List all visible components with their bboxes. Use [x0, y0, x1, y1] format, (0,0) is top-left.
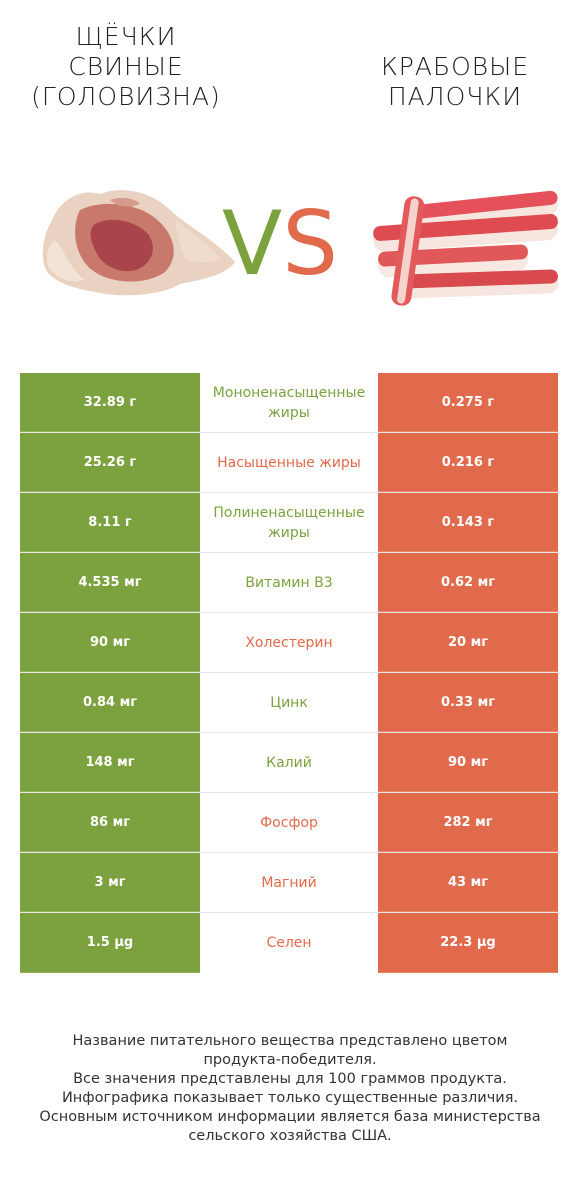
left-value: 86 мг — [20, 793, 200, 852]
nutrient-name: Насыщенные жиры — [200, 433, 378, 492]
right-value: 0.62 мг — [378, 553, 558, 612]
table-row: 86 мг Фосфор 282 мг — [20, 793, 558, 853]
nutrient-name: Витамин B3 — [200, 553, 378, 612]
nutrient-name: Фосфор — [200, 793, 378, 852]
nutrient-name: Магний — [200, 853, 378, 912]
nutrient-label: Холестерин — [245, 634, 333, 651]
nutrient-name: Селен — [200, 913, 378, 973]
left-value: 4.535 мг — [20, 553, 200, 612]
right-value: 0.143 г — [378, 493, 558, 552]
nutrient-name: Полиненасыщенные жиры — [200, 493, 378, 552]
footnote-line: Все значения представлены для 100 граммо… — [73, 1071, 507, 1087]
left-value: 0.84 мг — [20, 673, 200, 732]
crab-sticks-image — [373, 190, 559, 306]
right-value: 0.33 мг — [378, 673, 558, 732]
nutrient-label: Калий — [266, 754, 312, 771]
table-row: 0.84 мг Цинк 0.33 мг — [20, 673, 558, 733]
footnote-line: Название питательного вещества представл… — [72, 1033, 508, 1049]
nutrient-label: Полиненасыщенные жиры — [213, 504, 365, 541]
footnote: Название питательного вещества представл… — [20, 1032, 560, 1146]
table-row: 25.26 г Насыщенные жиры 0.216 г — [20, 433, 558, 493]
right-value: 43 мг — [378, 853, 558, 912]
table-row: 148 мг Калий 90 мг — [20, 733, 558, 793]
right-value: 282 мг — [378, 793, 558, 852]
vs-v: V — [222, 192, 283, 295]
footnote-line: сельского хозяйства США. — [188, 1128, 392, 1144]
nutrient-label: Витамин B3 — [245, 574, 333, 591]
right-food-title: Крабовые палочки — [380, 52, 530, 111]
nutrient-name: Цинк — [200, 673, 378, 732]
nutrient-label: Насыщенные жиры — [217, 454, 361, 471]
table-row: 8.11 г Полиненасыщенные жиры 0.143 г — [20, 493, 558, 553]
nutrient-name: Холестерин — [200, 613, 378, 672]
left-value: 25.26 г — [20, 433, 200, 492]
left-value: 1.5 µg — [20, 913, 200, 973]
vs-label: VS — [222, 196, 352, 296]
right-value: 0.216 г — [378, 433, 558, 492]
table-row: 3 мг Магний 43 мг — [20, 853, 558, 913]
vs-s: S — [282, 192, 339, 295]
table-row: 1.5 µg Селен 22.3 µg — [20, 913, 558, 973]
nutrient-label: Селен — [266, 935, 312, 951]
nutrient-label: Магний — [261, 874, 317, 891]
nutrient-label: Цинк — [270, 694, 308, 711]
nutrient-label: Фосфор — [260, 814, 318, 831]
nutrient-name: Мононенасыщенные жиры — [200, 373, 378, 432]
table-row: 4.535 мг Витамин B3 0.62 мг — [20, 553, 558, 613]
left-value: 32.89 г — [20, 373, 200, 432]
pork-cheek-image — [42, 190, 235, 296]
right-value: 0.275 г — [378, 373, 558, 432]
right-value: 20 мг — [378, 613, 558, 672]
left-value: 8.11 г — [20, 493, 200, 552]
footnote-line: Инфографика показывает только существенн… — [61, 1090, 519, 1106]
left-value: 148 мг — [20, 733, 200, 792]
left-food-title: Щёчки свиные (головизна) — [31, 22, 221, 111]
footnote-line: продукта-победителя. — [203, 1052, 377, 1068]
nutrient-name: Калий — [200, 733, 378, 792]
nutrient-table: 32.89 г Мононенасыщенные жиры 0.275 г 25.26… — [20, 373, 558, 973]
footnote-line: Основным источником информации является … — [39, 1109, 541, 1125]
left-value: 90 мг — [20, 613, 200, 672]
right-value: 90 мг — [378, 733, 558, 792]
nutrient-label: Мононенасыщенные жиры — [212, 384, 366, 421]
table-row: 32.89 г Мононенасыщенные жиры 0.275 г — [20, 373, 558, 433]
right-value: 22.3 µg — [378, 913, 558, 973]
left-value: 3 мг — [20, 853, 200, 912]
table-row: 90 мг Холестерин 20 мг — [20, 613, 558, 673]
